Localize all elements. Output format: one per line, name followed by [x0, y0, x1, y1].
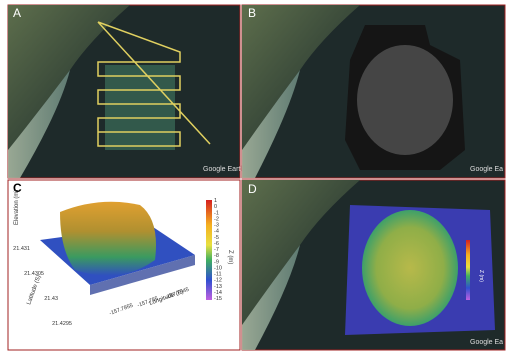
colorbar-tick: -6: [214, 241, 219, 247]
watermark: Google Ea: [470, 339, 503, 346]
colorbar-tick: -7: [214, 247, 219, 253]
colorbar-tick: -12: [214, 278, 222, 284]
latitude-tick: 21.43: [44, 296, 58, 302]
z-axis-title: Elevation (m): [14, 190, 20, 225]
survey-area: [105, 65, 175, 150]
panel-a: A Google Earth: [8, 5, 244, 178]
panel-label: D: [248, 182, 257, 196]
colorbar-tick: -9: [214, 259, 219, 265]
colorbar-tick: -13: [214, 284, 222, 290]
colorbar-tick: -11: [214, 272, 222, 278]
colorbar-tick: -10: [214, 265, 222, 271]
reef-bathymetry: [362, 210, 458, 326]
colorbar-tick: 1: [214, 198, 217, 204]
colorbar-tick: -4: [214, 229, 219, 235]
watermark: Google Earth: [203, 166, 244, 173]
panel-b: B Google Ea: [242, 5, 505, 178]
colorbar-tick: -3: [214, 223, 219, 229]
colorbar: [206, 200, 212, 300]
watermark: Google Ea: [470, 166, 503, 173]
reef-surface: [60, 202, 156, 276]
latitude-tick: 21.431: [13, 246, 30, 252]
colorbar-tick: -15: [214, 296, 222, 302]
figure: A Google Earth B Google Ea C Elevation (…: [0, 0, 510, 354]
panel-label: B: [248, 6, 256, 20]
colorbar-tick: -1: [214, 210, 219, 216]
latitude-tick: 21.4295: [52, 321, 72, 327]
backscatter-core: [357, 45, 453, 155]
colorbar-tick: 0: [214, 204, 217, 210]
colorbar: [466, 240, 470, 300]
colorbar-title: Z (m): [227, 250, 233, 264]
latitude-tick: 21.4305: [24, 271, 44, 277]
colorbar-tick: -2: [214, 216, 219, 222]
colorbar-tick: -14: [214, 290, 222, 296]
colorbar-tick: -8: [214, 253, 219, 259]
panel-c: C Elevation (m) Latitude (S) Longitude (…: [8, 180, 240, 350]
colorbar-tick: -5: [214, 235, 219, 241]
page: A Google Earth B Google Ea C Elevation (…: [0, 0, 510, 354]
panel-d: Z (m) D Google Ea: [242, 180, 505, 350]
colorbar-title: Z (m): [478, 270, 484, 282]
panel-label: A: [13, 6, 21, 20]
